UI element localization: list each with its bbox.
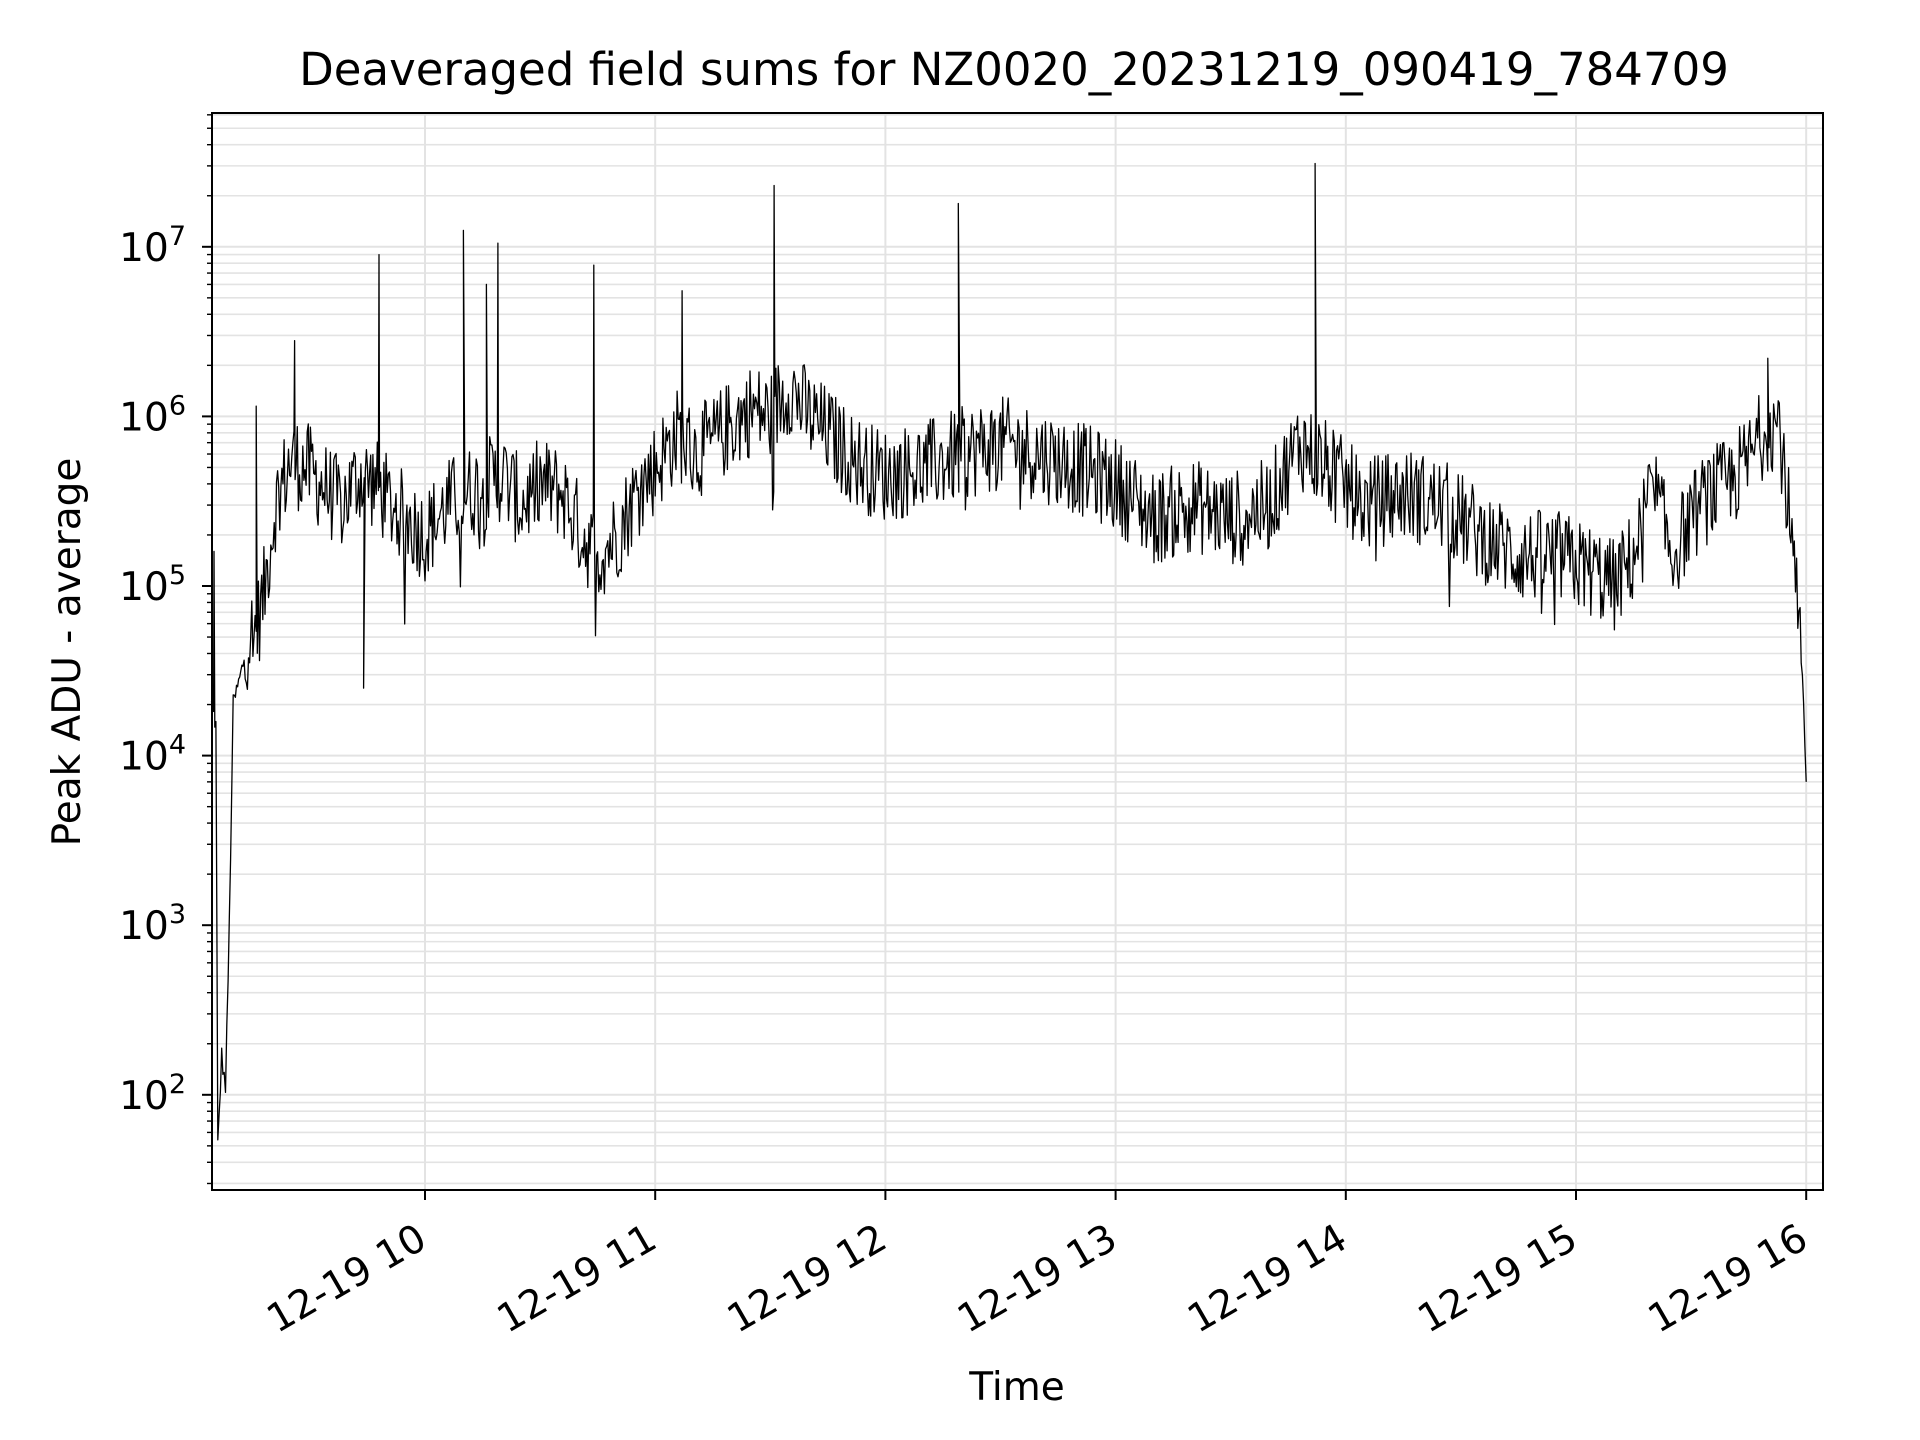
y-tick-label: 103 xyxy=(119,899,186,949)
y-tick-label: 104 xyxy=(119,730,186,780)
chart-title: Deaveraged field sums for NZ0020_2023121… xyxy=(299,43,1729,96)
series xyxy=(210,162,1807,1141)
plot-frame xyxy=(211,112,1824,1191)
series-line xyxy=(210,162,1807,1141)
y-tick-label: 105 xyxy=(119,560,186,610)
y-tick-label: 102 xyxy=(119,1069,186,1119)
y-tick-label: 106 xyxy=(119,390,186,440)
y-tick-label: 107 xyxy=(119,221,186,271)
y-axis: 102 103 104 105 106 107 xyxy=(119,114,212,1185)
grid xyxy=(212,113,1823,1190)
y-axis-label: Peak ADU - average xyxy=(45,458,90,847)
x-axis-label: Time xyxy=(968,1365,1064,1410)
